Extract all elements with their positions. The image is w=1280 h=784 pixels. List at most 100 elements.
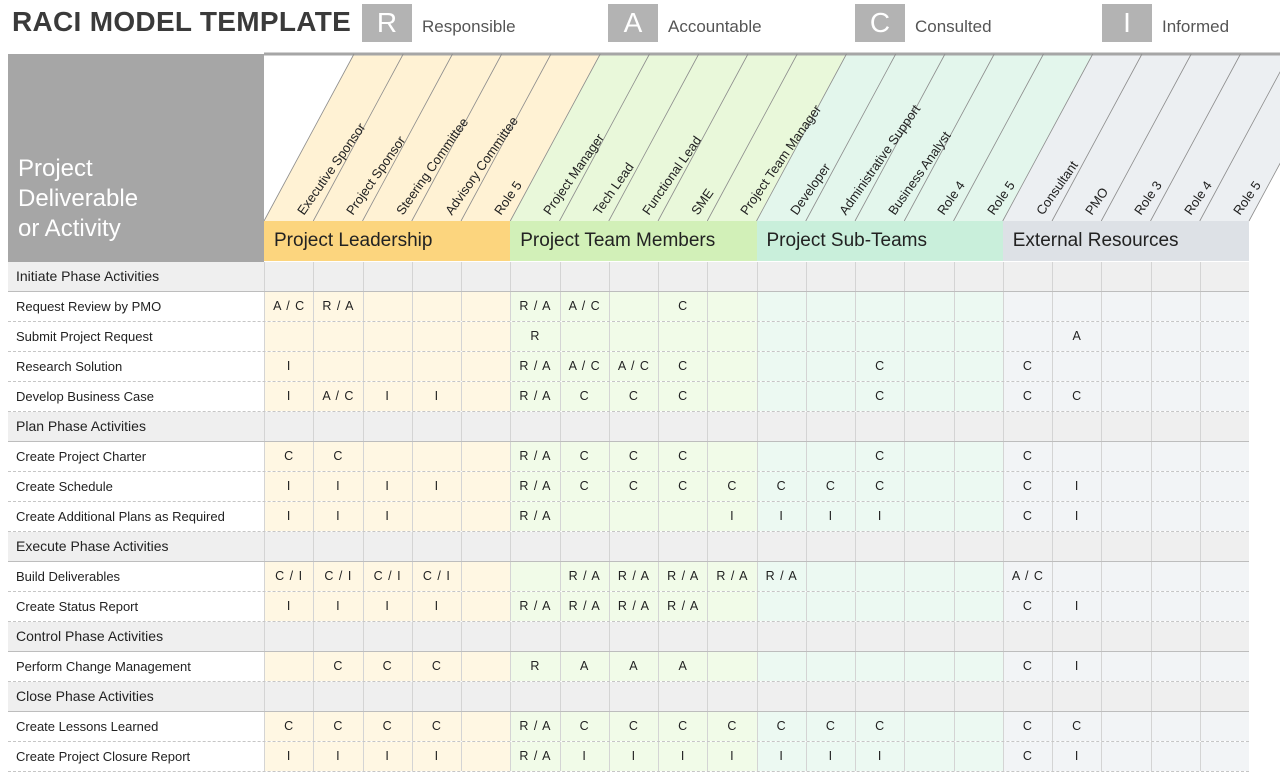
raci-cell[interactable] bbox=[362, 622, 412, 651]
raci-cell[interactable] bbox=[559, 412, 609, 441]
raci-cell[interactable] bbox=[855, 592, 905, 621]
raci-cell[interactable] bbox=[1101, 742, 1151, 771]
raci-cell[interactable] bbox=[1199, 412, 1249, 441]
raci-cell[interactable] bbox=[1199, 592, 1249, 621]
raci-cell[interactable] bbox=[953, 412, 1003, 441]
raci-cell[interactable] bbox=[756, 442, 806, 471]
raci-cell[interactable]: C bbox=[658, 472, 708, 501]
raci-cell[interactable]: I bbox=[264, 382, 314, 411]
raci-cell[interactable] bbox=[461, 562, 511, 591]
raci-cell[interactable]: R / A bbox=[756, 562, 806, 591]
raci-cell[interactable] bbox=[1101, 562, 1151, 591]
raci-cell[interactable]: R / A bbox=[608, 562, 658, 591]
raci-cell[interactable] bbox=[461, 292, 511, 321]
raci-cell[interactable] bbox=[805, 322, 855, 351]
raci-cell[interactable] bbox=[559, 502, 609, 531]
raci-cell[interactable] bbox=[855, 652, 905, 681]
raci-cell[interactable]: C bbox=[855, 442, 905, 471]
raci-cell[interactable] bbox=[1101, 502, 1151, 531]
raci-cell[interactable] bbox=[904, 322, 954, 351]
raci-cell[interactable]: I bbox=[362, 742, 412, 771]
raci-cell[interactable] bbox=[1150, 682, 1200, 711]
raci-cell[interactable]: C bbox=[608, 712, 658, 741]
raci-cell[interactable] bbox=[264, 412, 314, 441]
raci-cell[interactable] bbox=[1052, 532, 1102, 561]
raci-cell[interactable] bbox=[855, 562, 905, 591]
raci-cell[interactable] bbox=[1150, 622, 1200, 651]
raci-cell[interactable]: C bbox=[1052, 382, 1102, 411]
raci-cell[interactable]: C bbox=[855, 472, 905, 501]
raci-cell[interactable] bbox=[461, 262, 511, 291]
raci-cell[interactable] bbox=[1101, 352, 1151, 381]
raci-cell[interactable] bbox=[313, 322, 363, 351]
raci-cell[interactable] bbox=[411, 442, 461, 471]
raci-cell[interactable] bbox=[510, 622, 560, 651]
raci-cell[interactable] bbox=[707, 262, 757, 291]
raci-cell[interactable]: R / A bbox=[658, 592, 708, 621]
raci-cell[interactable] bbox=[707, 652, 757, 681]
raci-cell[interactable]: I bbox=[313, 742, 363, 771]
raci-cell[interactable]: I bbox=[362, 382, 412, 411]
raci-cell[interactable] bbox=[658, 622, 708, 651]
raci-cell[interactable] bbox=[904, 412, 954, 441]
raci-cell[interactable]: I bbox=[411, 742, 461, 771]
raci-cell[interactable] bbox=[1101, 652, 1151, 681]
raci-cell[interactable]: R / A bbox=[510, 712, 560, 741]
raci-cell[interactable] bbox=[1002, 292, 1052, 321]
raci-cell[interactable] bbox=[1002, 262, 1052, 291]
raci-cell[interactable]: I bbox=[658, 742, 708, 771]
raci-cell[interactable] bbox=[756, 592, 806, 621]
raci-cell[interactable] bbox=[608, 502, 658, 531]
raci-cell[interactable] bbox=[1199, 652, 1249, 681]
raci-cell[interactable]: C bbox=[658, 442, 708, 471]
raci-cell[interactable] bbox=[1052, 442, 1102, 471]
raci-cell[interactable] bbox=[1101, 682, 1151, 711]
raci-cell[interactable] bbox=[1199, 532, 1249, 561]
raci-cell[interactable]: C bbox=[608, 442, 658, 471]
raci-cell[interactable] bbox=[1101, 442, 1151, 471]
raci-cell[interactable]: I bbox=[805, 502, 855, 531]
raci-cell[interactable] bbox=[1052, 412, 1102, 441]
raci-cell[interactable] bbox=[855, 322, 905, 351]
raci-cell[interactable]: C bbox=[559, 712, 609, 741]
raci-cell[interactable] bbox=[1101, 532, 1151, 561]
raci-cell[interactable] bbox=[904, 592, 954, 621]
raci-cell[interactable] bbox=[1150, 562, 1200, 591]
raci-cell[interactable] bbox=[756, 382, 806, 411]
raci-cell[interactable] bbox=[756, 622, 806, 651]
raci-cell[interactable] bbox=[953, 292, 1003, 321]
raci-cell[interactable] bbox=[313, 622, 363, 651]
raci-cell[interactable]: C bbox=[658, 352, 708, 381]
raci-cell[interactable]: C bbox=[313, 442, 363, 471]
raci-cell[interactable] bbox=[707, 592, 757, 621]
raci-cell[interactable] bbox=[264, 622, 314, 651]
raci-cell[interactable] bbox=[953, 712, 1003, 741]
raci-cell[interactable] bbox=[805, 262, 855, 291]
raci-cell[interactable] bbox=[608, 292, 658, 321]
raci-cell[interactable] bbox=[658, 322, 708, 351]
raci-cell[interactable]: I bbox=[608, 742, 658, 771]
raci-cell[interactable] bbox=[756, 292, 806, 321]
raci-cell[interactable] bbox=[756, 532, 806, 561]
raci-cell[interactable] bbox=[313, 412, 363, 441]
raci-cell[interactable] bbox=[411, 502, 461, 531]
raci-cell[interactable] bbox=[855, 262, 905, 291]
raci-cell[interactable]: A bbox=[559, 652, 609, 681]
raci-cell[interactable]: C bbox=[658, 382, 708, 411]
raci-cell[interactable]: I bbox=[805, 742, 855, 771]
raci-cell[interactable] bbox=[658, 682, 708, 711]
raci-cell[interactable]: C bbox=[658, 292, 708, 321]
raci-cell[interactable]: C / I bbox=[362, 562, 412, 591]
raci-cell[interactable]: C bbox=[411, 652, 461, 681]
raci-cell[interactable] bbox=[559, 322, 609, 351]
raci-cell[interactable] bbox=[953, 652, 1003, 681]
raci-cell[interactable] bbox=[1101, 382, 1151, 411]
raci-cell[interactable] bbox=[953, 472, 1003, 501]
raci-cell[interactable] bbox=[510, 262, 560, 291]
raci-cell[interactable] bbox=[461, 592, 511, 621]
raci-cell[interactable]: I bbox=[264, 502, 314, 531]
raci-cell[interactable] bbox=[805, 532, 855, 561]
raci-cell[interactable]: C bbox=[756, 712, 806, 741]
raci-cell[interactable] bbox=[658, 412, 708, 441]
raci-cell[interactable]: C bbox=[608, 382, 658, 411]
